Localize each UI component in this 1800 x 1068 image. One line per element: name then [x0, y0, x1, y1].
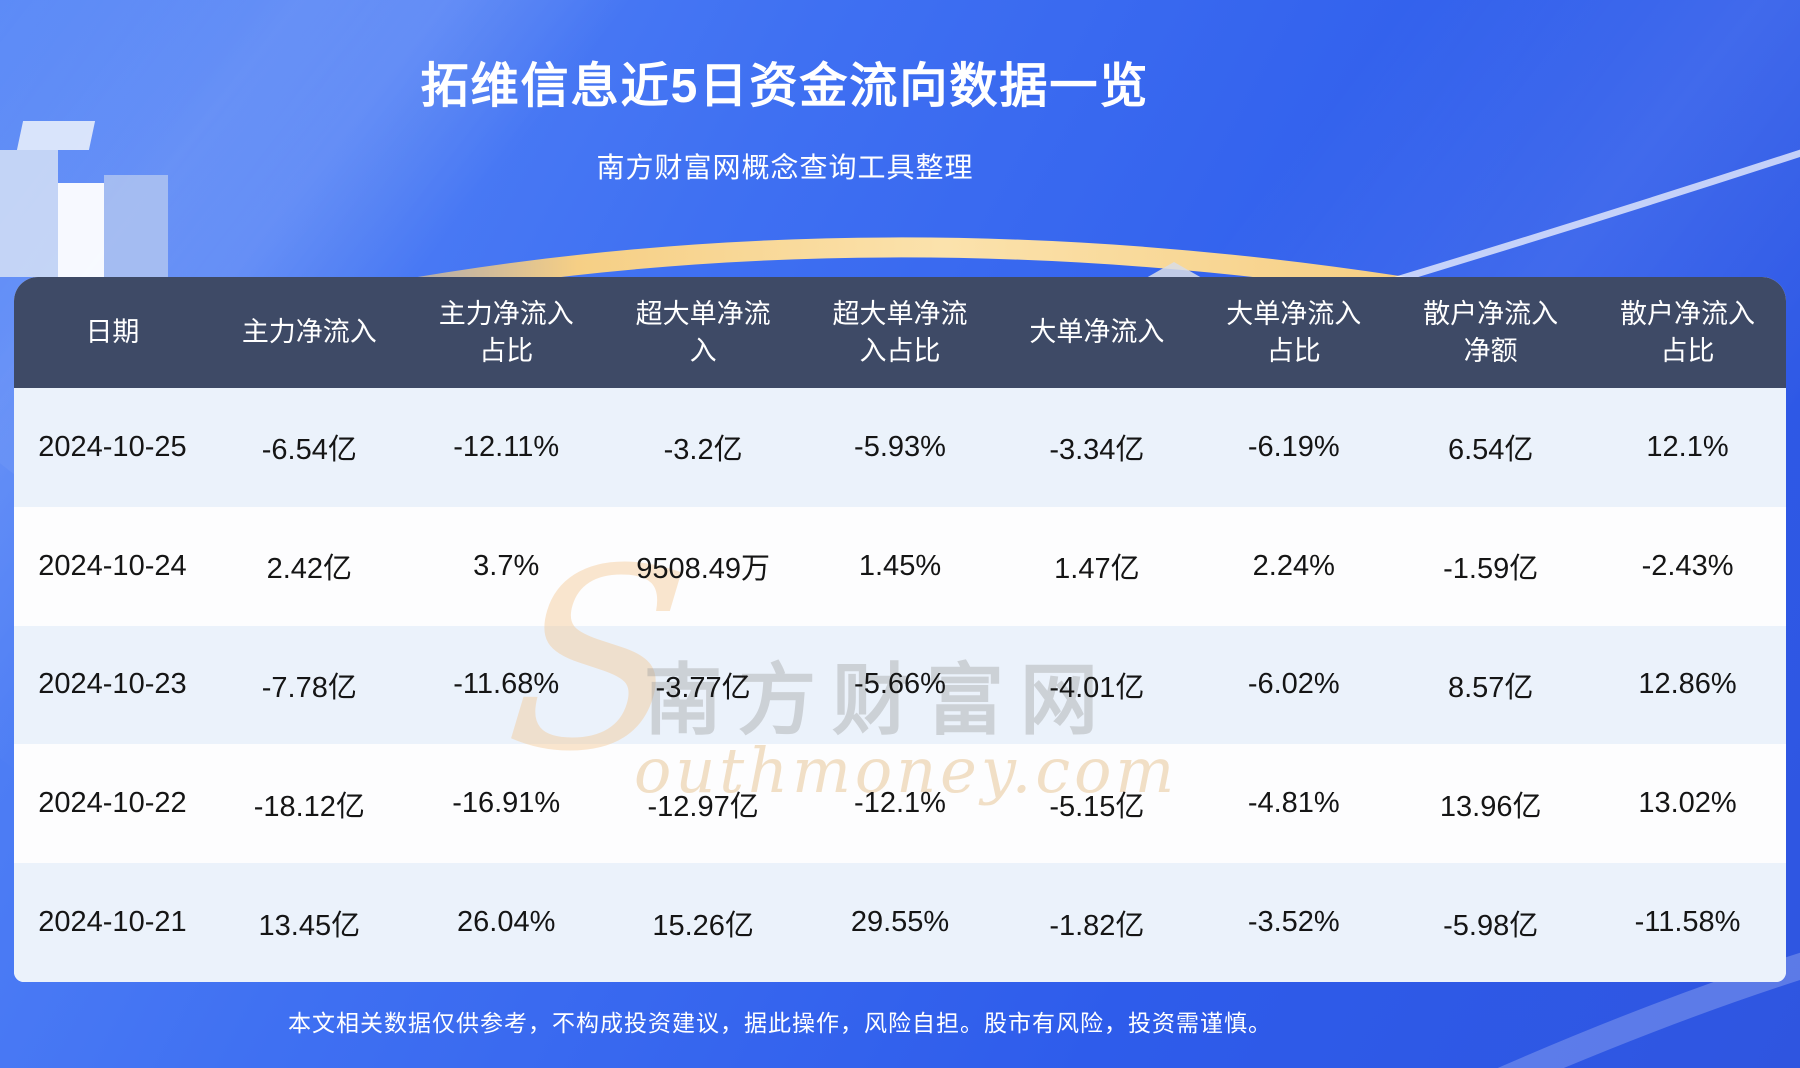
- value-cell: 2.42亿: [266, 553, 353, 586]
- value-cell: -3.77亿: [655, 671, 751, 704]
- value-cell: -12.97亿: [647, 790, 759, 823]
- table-header-row: 日期 主力净流入 主力净流入占比 超大单净流入 超大单净流入占比 大单净流入 大单净流入占比…: [14, 277, 1786, 388]
- table-body: S 南方财富网 outhmoney.com 2024-10-25 -6.54亿 -1…: [14, 388, 1786, 982]
- value-cell: -3.52%: [1247, 906, 1340, 939]
- date-cell: 2024-10-21: [38, 906, 187, 939]
- value-cell: -11.68%: [453, 668, 560, 701]
- value-cell: 6.54亿: [1447, 434, 1534, 467]
- date-cell: 2024-10-25: [38, 430, 187, 463]
- date-cell: 2024-10-24: [38, 549, 187, 582]
- triangle-decoration: [1146, 262, 1202, 278]
- column-header-label: 散户净流入占比: [1620, 299, 1756, 366]
- value-cell: 29.55%: [850, 906, 950, 939]
- value-cell: -16.91%: [452, 787, 561, 820]
- column-header-label: 日期: [85, 317, 140, 348]
- table-row: 2024-10-22 -18.12亿 -16.91% -12.97亿 -12.1% -5.…: [14, 744, 1786, 864]
- page-title: 拓维信息近5日资金流向数据一览: [420, 60, 1150, 113]
- value-cell: -1.82亿: [1049, 909, 1145, 942]
- value-cell: 12.1%: [1646, 430, 1729, 463]
- column-header: 大单净流入: [998, 277, 1195, 388]
- value-cell: -12.11%: [453, 430, 560, 463]
- fund-flow-table: 日期 主力净流入 主力净流入占比 超大单净流入 超大单净流入占比 大单净流入 大单净流入占比…: [14, 277, 1786, 982]
- value-cell: -2.43%: [1641, 549, 1734, 582]
- value-cell: 12.86%: [1638, 668, 1737, 701]
- value-cell: -1.59亿: [1443, 553, 1539, 586]
- column-header: 大单净流入占比: [1195, 277, 1392, 388]
- value-cell: 26.04%: [457, 906, 556, 939]
- column-header: 散户净流入占比: [1589, 277, 1786, 388]
- value-cell: -4.01亿: [1049, 671, 1145, 704]
- column-header: 超大单净流入占比: [802, 277, 999, 388]
- column-header-label: 超大单净流入占比: [832, 299, 968, 366]
- column-header-label: 大单净流入: [1029, 317, 1165, 348]
- value-cell: -3.34亿: [1049, 434, 1145, 467]
- value-cell: -4.81%: [1247, 787, 1340, 820]
- date-cell: 2024-10-22: [38, 787, 187, 820]
- value-cell: 1.47亿: [1054, 553, 1140, 586]
- value-cell: -7.78亿: [261, 671, 357, 704]
- column-header: 主力净流入占比: [408, 277, 605, 388]
- table-row: 2024-10-25 -6.54亿 -12.11% -3.2亿 -5.93% -3.34亿…: [14, 388, 1786, 507]
- value-cell: -6.19%: [1247, 430, 1340, 463]
- value-cell: -5.66%: [854, 668, 946, 701]
- column-header-label: 主力净流入: [241, 317, 377, 348]
- value-cell: -11.58%: [1634, 906, 1741, 939]
- value-cell: -3.2亿: [663, 434, 743, 467]
- value-cell: -6.02%: [1247, 668, 1340, 701]
- disclaimer-text: 本文相关数据仅供参考，不构成投资建议，据此操作，风险自担。股市有风险，投资需谨慎…: [288, 1010, 1272, 1036]
- page-subtitle: 南方财富网概念查询工具整理: [596, 152, 974, 183]
- column-header-label: 超大单净流入: [635, 299, 771, 366]
- value-cell: -5.93%: [854, 430, 946, 463]
- podium-block: [104, 175, 168, 277]
- column-header: 主力净流入: [211, 277, 408, 388]
- podium-decoration: [0, 95, 210, 277]
- value-cell: -5.98亿: [1443, 909, 1539, 942]
- column-header: 超大单净流入: [605, 277, 802, 388]
- value-cell: 3.7%: [473, 549, 540, 582]
- table-row: 2024-10-24 2.42亿 3.7% 9508.49万 1.45% 1.47亿 2.2…: [14, 506, 1786, 626]
- value-cell: 13.45亿: [258, 909, 361, 942]
- column-header: 散户净流入净额: [1392, 277, 1589, 388]
- value-cell: -12.1%: [854, 787, 946, 820]
- value-cell: 15.26亿: [652, 909, 754, 942]
- value-cell: 2.24%: [1252, 549, 1335, 582]
- value-cell: 13.02%: [1638, 787, 1737, 820]
- podium-block: [0, 150, 58, 277]
- column-header: 日期: [14, 277, 211, 388]
- value-cell: 13.96亿: [1439, 790, 1542, 823]
- value-cell: 9508.49万: [636, 553, 771, 586]
- column-header-label: 散户净流入净额: [1423, 299, 1559, 366]
- podium-block: [58, 183, 104, 277]
- value-cell: -6.54亿: [261, 434, 357, 467]
- value-cell: -18.12亿: [253, 790, 365, 823]
- table-row: 2024-10-23 -7.78亿 -11.68% -3.77亿 -5.66% -4.01…: [14, 625, 1786, 745]
- value-cell: -5.15亿: [1049, 790, 1145, 823]
- table-row: 2024-10-21 13.45亿 26.04% 15.26亿 29.55% -1.82亿…: [14, 863, 1786, 982]
- value-cell: 8.57亿: [1447, 671, 1534, 704]
- column-header-label: 大单净流入占比: [1226, 299, 1362, 366]
- date-cell: 2024-10-23: [38, 668, 187, 701]
- value-cell: 1.45%: [858, 549, 942, 582]
- column-header-label: 主力净流入占比: [438, 299, 574, 366]
